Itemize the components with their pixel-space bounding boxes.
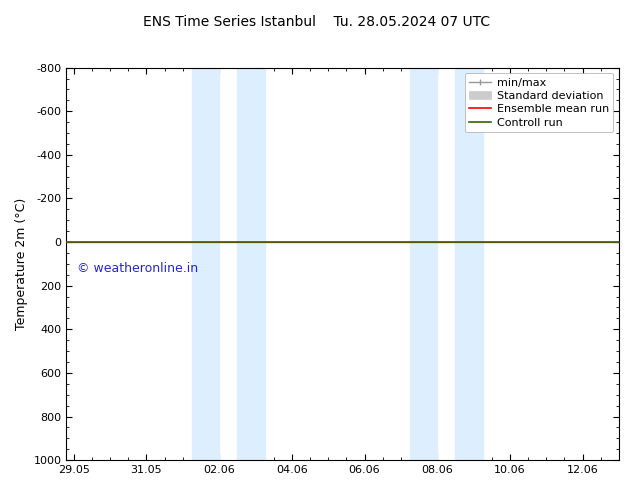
- Legend: min/max, Standard deviation, Ensemble mean run, Controll run: min/max, Standard deviation, Ensemble me…: [465, 73, 614, 132]
- Bar: [192, 68, 219, 460]
- Y-axis label: Temperature 2m (°C): Temperature 2m (°C): [15, 198, 28, 330]
- Text: ENS Time Series Istanbul    Tu. 28.05.2024 07 UTC: ENS Time Series Istanbul Tu. 28.05.2024 …: [143, 15, 491, 29]
- Text: © weatheronline.in: © weatheronline.in: [77, 262, 198, 275]
- Bar: [410, 68, 437, 460]
- Bar: [237, 68, 264, 460]
- Bar: [455, 68, 482, 460]
